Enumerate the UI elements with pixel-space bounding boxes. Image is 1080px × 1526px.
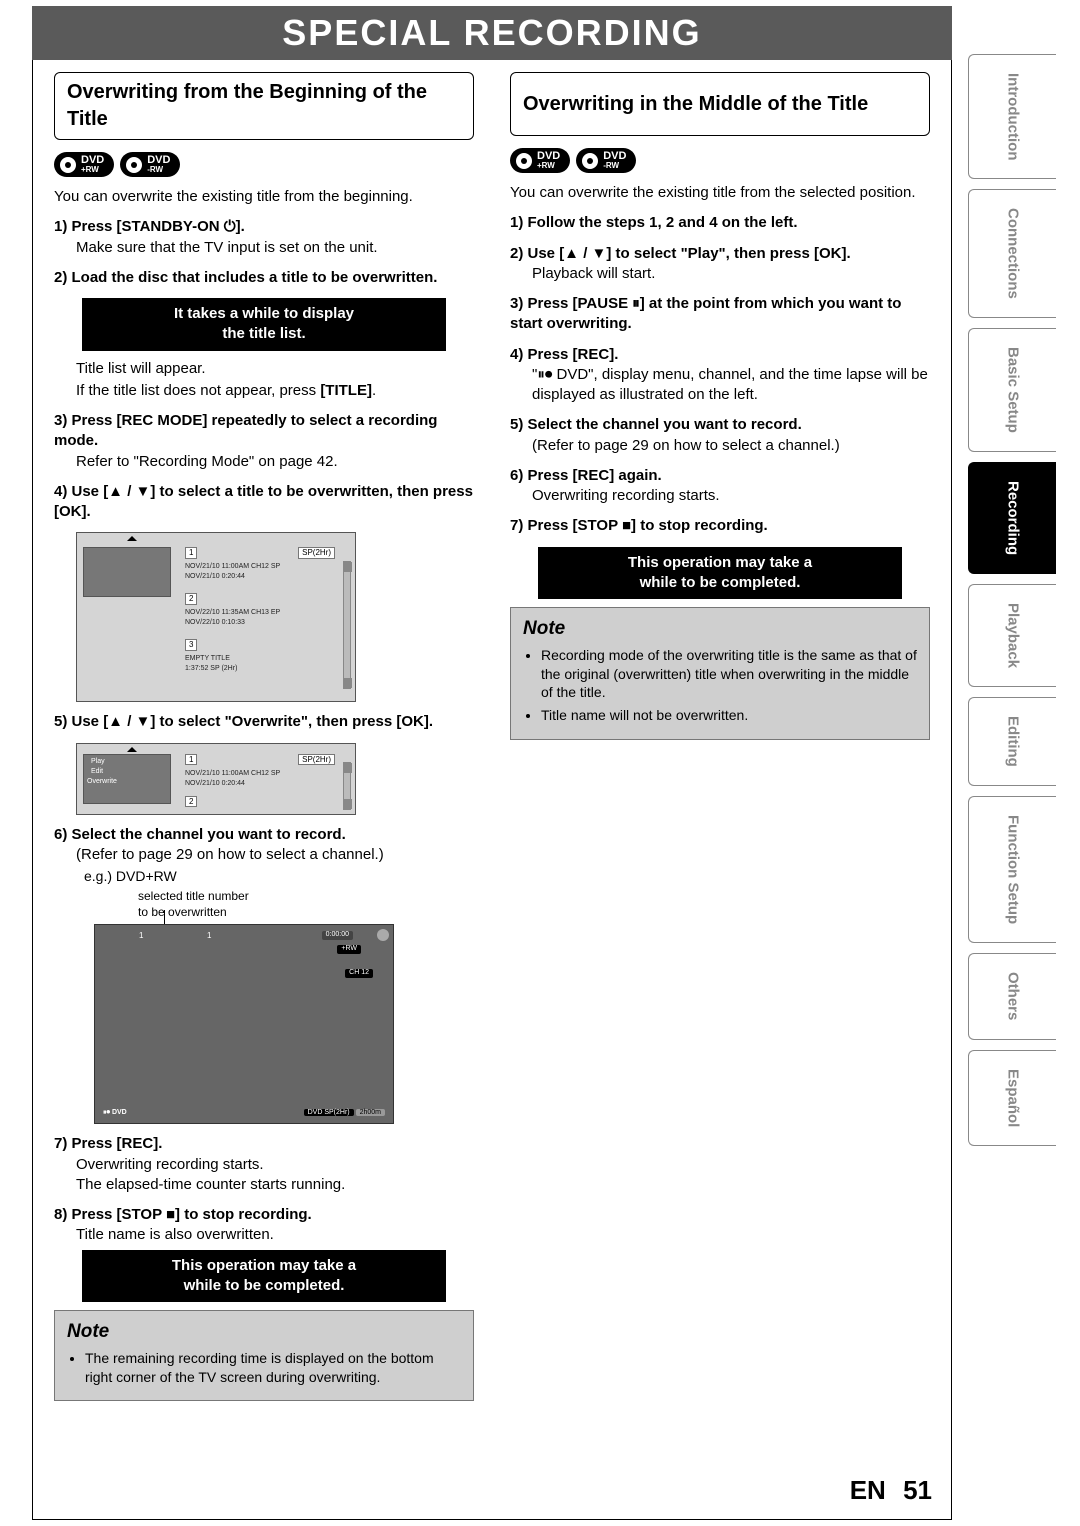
left-step2-head: 2) Load the disc that includes a title t… <box>54 268 474 288</box>
side-tab-editing[interactable]: Editing <box>968 697 1056 786</box>
right-dvd-badges: DVD+RWDVD-RW <box>510 148 930 173</box>
right-step4-text: "⏸⏺ DVD", display menu, channel, and the… <box>532 365 930 406</box>
left-dvd-badges: DVD+RWDVD-RW <box>54 152 474 177</box>
left-step7-t2: The elapsed-time counter starts running. <box>76 1175 474 1195</box>
figure-title-list: 1 SP(2Hr) NOV/21/10 11:00AM CH12 SP NOV/… <box>76 532 356 702</box>
banner-text: SPECIAL RECORDING <box>282 9 701 58</box>
right-step5-text: (Refer to page 29 on how to select a cha… <box>532 436 930 456</box>
note-heading: Note <box>67 1319 461 1345</box>
side-tab-español[interactable]: Español <box>968 1050 1056 1146</box>
figure3-label: selected title numberto be overwritten <box>138 888 474 920</box>
right-step7-head: 7) Press [STOP ■] to stop recording. <box>510 516 930 536</box>
left-step8-text: Title name is also overwritten. <box>76 1225 474 1245</box>
dvd-badge: DVD-RW <box>576 148 636 173</box>
note-item: Title name will not be overwritten. <box>541 706 917 725</box>
left-step7-head: 7) Press [REC]. <box>54 1134 474 1154</box>
note-item: Recording mode of the overwriting title … <box>541 646 917 703</box>
right-step6-head: 6) Press [REC] again. <box>510 466 930 486</box>
dvd-badge: DVD+RW <box>510 148 570 173</box>
side-tab-playback[interactable]: Playback <box>968 584 1056 687</box>
left-afterlist-2: If the title list does not appear, press… <box>76 381 474 401</box>
side-tab-others[interactable]: Others <box>968 953 1056 1039</box>
left-step1-text: Make sure that the TV input is set on th… <box>76 238 474 258</box>
left-section-title: Overwriting from the Beginning of the Ti… <box>54 72 474 140</box>
left-step4-head: 4) Use [▲ / ▼] to select a title to be o… <box>54 482 474 523</box>
figure-overwrite-menu: Play Edit Overwrite 1 SP(2Hr) NOV/21/10 … <box>76 743 356 815</box>
side-tab-basic-setup[interactable]: Basic Setup <box>968 328 1056 452</box>
disc-icon <box>516 153 532 169</box>
right-step2-text: Playback will start. <box>532 264 930 284</box>
right-note-list: Recording mode of the overwriting title … <box>541 646 917 726</box>
left-callout-complete: This operation may take a while to be co… <box>82 1250 446 1303</box>
right-step3-head: 3) Press [PAUSE ⏸] at the point from whi… <box>510 294 930 335</box>
side-tab-recording[interactable]: Recording <box>968 462 1056 574</box>
left-step8-head: 8) Press [STOP ■] to stop recording. <box>54 1205 474 1225</box>
left-eg: e.g.) DVD+RW <box>84 867 474 886</box>
page-lang: EN <box>850 1475 886 1505</box>
side-tab-function-setup[interactable]: Function Setup <box>968 796 1056 943</box>
right-section-title: Overwriting in the Middle of the Title <box>510 72 930 136</box>
left-callout-waitlist: It takes a while to display the title li… <box>82 298 446 351</box>
left-column: Overwriting from the Beginning of the Ti… <box>54 72 474 1458</box>
disc-icon <box>60 157 76 173</box>
left-step3-head: 3) Press [REC MODE] repeatedly to select… <box>54 411 474 452</box>
left-note-box: Note The remaining recording time is dis… <box>54 1310 474 1401</box>
right-step6-text: Overwriting recording starts. <box>532 486 930 506</box>
side-tab-connections[interactable]: Connections <box>968 189 1056 318</box>
left-note-list: The remaining recording time is displaye… <box>85 1349 461 1387</box>
left-step6-head: 6) Select the channel you want to record… <box>54 825 474 845</box>
left-step6-text: (Refer to page 29 on how to select a cha… <box>76 845 474 865</box>
callout-line: It takes a while to display <box>90 304 438 324</box>
left-step1-head: 1) Press [STANDBY-ON ⏻]. <box>54 217 474 237</box>
left-step7-t1: Overwriting recording starts. <box>76 1155 474 1175</box>
right-step4-head: 4) Press [REC]. <box>510 345 930 365</box>
right-step1-head: 1) Follow the steps 1, 2 and 4 on the le… <box>510 213 930 233</box>
page-banner: SPECIAL RECORDING <box>32 6 952 60</box>
disc-icon <box>582 153 598 169</box>
disc-icon <box>126 157 142 173</box>
note-heading: Note <box>523 616 917 642</box>
right-step5-head: 5) Select the channel you want to record… <box>510 415 930 435</box>
left-step5-head: 5) Use [▲ / ▼] to select "Overwrite", th… <box>54 712 474 732</box>
dvd-badge: DVD+RW <box>54 152 114 177</box>
page-number: EN 51 <box>850 1473 932 1508</box>
right-column: Overwriting in the Middle of the Title D… <box>510 72 930 1458</box>
right-step2-head: 2) Use [▲ / ▼] to select "Play", then pr… <box>510 244 930 264</box>
right-intro: You can overwrite the existing title fro… <box>510 183 930 203</box>
page-num-value: 51 <box>903 1475 932 1505</box>
side-tabs: Introduction Connections Basic Setup Record… <box>968 54 1056 1156</box>
note-item: The remaining recording time is displaye… <box>85 1349 461 1387</box>
right-callout-complete: This operation may take a while to be co… <box>538 547 902 600</box>
left-afterlist-1: Title list will appear. <box>76 359 474 379</box>
side-tab-introduction[interactable]: Introduction <box>968 54 1056 179</box>
dvd-badge: DVD-RW <box>120 152 180 177</box>
left-step3-text: Refer to "Recording Mode" on page 42. <box>76 452 474 472</box>
left-intro: You can overwrite the existing title fro… <box>54 187 474 207</box>
right-note-box: Note Recording mode of the overwriting t… <box>510 607 930 740</box>
callout-line: the title list. <box>90 324 438 344</box>
content-columns: Overwriting from the Beginning of the Ti… <box>54 72 930 1458</box>
figure-rec-screen: 1 1 0:00:00 +RW CH 12 ⏸⏺ DVD DVD SP(2Hr)… <box>94 924 394 1124</box>
